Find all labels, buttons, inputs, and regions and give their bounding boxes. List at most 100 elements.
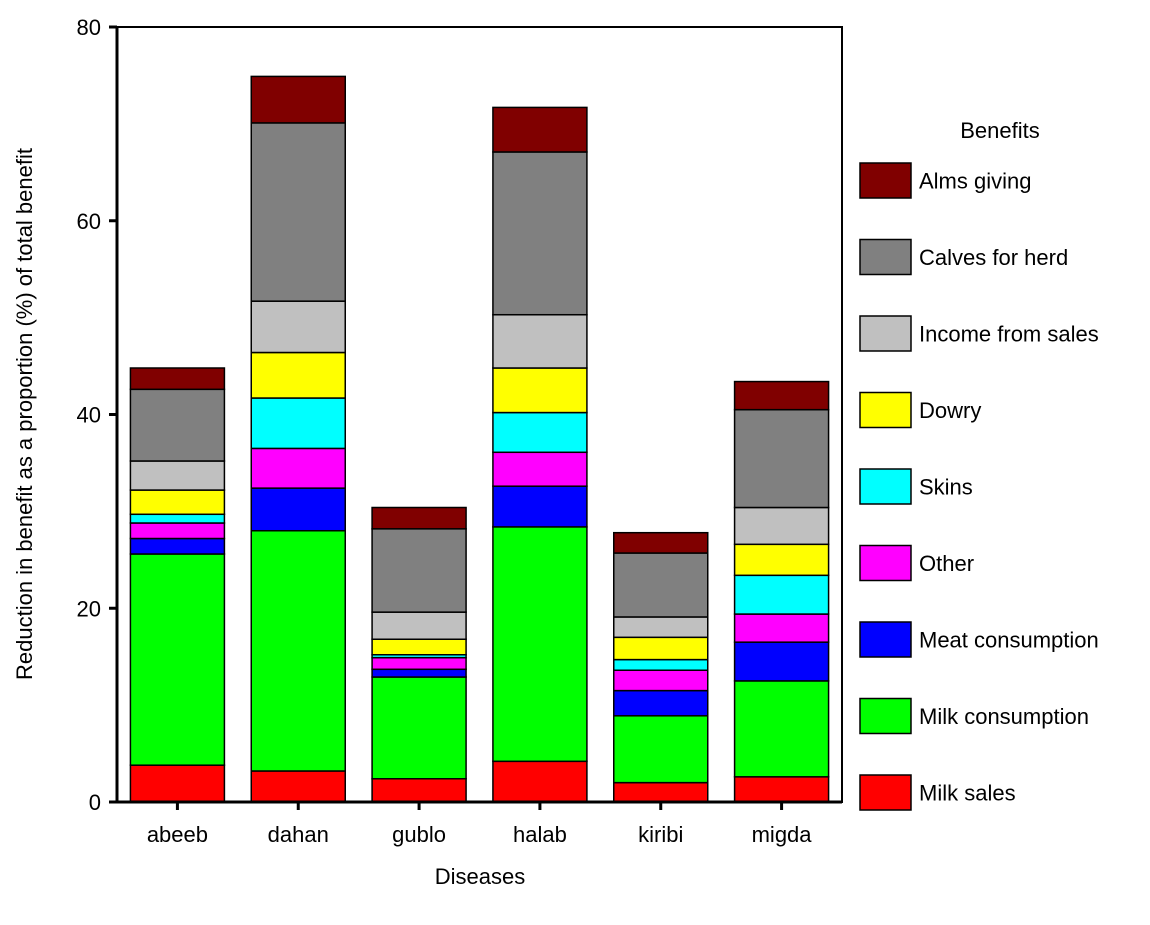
bar-abeeb-milk-consumption <box>129 553 226 766</box>
bar-abeeb-income-from-sales <box>129 460 226 491</box>
plot-frame <box>116 26 843 803</box>
bar-dahan-other <box>250 447 346 489</box>
bar-kiribi-income-from-sales <box>613 616 709 639</box>
bar-dahan-dowry <box>250 351 346 399</box>
bar-migda-alms-giving <box>733 380 830 411</box>
legend-label: Skins <box>919 475 973 500</box>
bar-abeeb-dowry <box>129 489 226 516</box>
bar-halab-calves-for-herd <box>492 151 588 316</box>
x-tick-label-halab: halab <box>513 822 567 847</box>
bar-migda-milk-sales <box>733 776 830 803</box>
bar-abeeb-skins <box>129 513 226 524</box>
bar-abeeb-calves-for-herd <box>129 388 226 462</box>
bar-dahan-milk-consumption <box>250 530 346 772</box>
legend-swatch <box>859 238 912 276</box>
bar-migda-meat-consumption <box>733 641 830 682</box>
bar-migda-calves-for-herd <box>733 408 830 509</box>
legend-label: Income from sales <box>919 322 1099 347</box>
bar-dahan-meat-consumption <box>250 487 346 532</box>
legend-label: Other <box>919 551 974 576</box>
legend-title: Benefits <box>960 118 1040 143</box>
y-tick-label: 20 <box>77 596 101 621</box>
bar-migda-skins <box>733 574 830 615</box>
y-tick-label: 60 <box>77 209 101 234</box>
legend-swatch <box>859 162 912 199</box>
bar-abeeb-milk-sales <box>129 764 226 803</box>
y-tick-label: 0 <box>89 790 101 815</box>
legend-label: Meat consumption <box>919 628 1099 653</box>
legend-swatch <box>859 697 912 735</box>
bar-kiribi-meat-consumption <box>613 689 709 717</box>
legend: Alms giving Calves for herd Income from sa… <box>859 162 1099 811</box>
legend-swatch <box>859 468 912 505</box>
bar-migda-other <box>733 613 830 643</box>
x-tick-label-kiribi: kiribi <box>638 822 683 847</box>
bar-halab-income-from-sales <box>492 313 588 369</box>
bar-halab-milk-consumption <box>492 526 588 763</box>
bar-abeeb-alms-giving <box>129 367 226 391</box>
legend-item-alms-giving: Alms giving <box>859 162 1031 199</box>
y-tick-label: 80 <box>77 15 101 40</box>
x-tick-label-gublo: gublo <box>392 822 446 847</box>
bar-migda-income-from-sales <box>733 506 830 546</box>
bar-migda-milk-consumption <box>733 680 830 778</box>
bar-kiribi-alms-giving <box>613 531 709 554</box>
legend-item-milk-consumption: Milk consumption <box>859 697 1089 735</box>
legend-item-dowry: Dowry <box>859 391 981 429</box>
bar-abeeb-other <box>129 522 226 540</box>
bar-halab-alms-giving <box>492 106 588 153</box>
bar-dahan-income-from-sales <box>250 300 346 354</box>
bar-halab-other <box>492 451 588 487</box>
bar-dahan-calves-for-herd <box>250 122 346 302</box>
bars-layer <box>129 75 830 803</box>
bar-gublo-meat-consumption <box>371 668 467 678</box>
y-tick-label: 40 <box>77 403 101 428</box>
legend-swatch <box>859 544 912 582</box>
y-axis: 0 20 40 60 80 <box>77 15 119 815</box>
legend-label: Alms giving <box>919 169 1031 194</box>
x-tick-label-migda: migda <box>752 822 813 847</box>
bar-gublo-other <box>371 656 467 671</box>
x-axis: abeeb dahan gublo halab kiribi migda <box>117 800 842 847</box>
bar-dahan-alms-giving <box>250 75 346 124</box>
legend-item-other: Other <box>859 544 974 582</box>
legend-swatch <box>859 774 912 811</box>
bar-kiribi-milk-consumption <box>613 715 709 784</box>
bar-halab-skins <box>492 411 588 454</box>
bar-halab-dowry <box>492 367 588 414</box>
y-axis-label: Reduction in benefit as a proportion (%)… <box>12 148 37 680</box>
bar-dahan-milk-sales <box>250 770 346 803</box>
bar-gublo-milk-consumption <box>371 676 467 780</box>
bar-abeeb-meat-consumption <box>129 537 226 555</box>
bar-kiribi-dowry <box>613 636 709 661</box>
legend-item-income-from-sales: Income from sales <box>859 315 1099 352</box>
legend-item-calves-for-herd: Calves for herd <box>859 238 1068 276</box>
bar-migda-dowry <box>733 543 830 577</box>
legend-label: Calves for herd <box>919 245 1068 270</box>
x-tick-label-dahan: dahan <box>268 822 329 847</box>
bar-gublo-alms-giving <box>371 506 467 530</box>
legend-item-meat-consumption: Meat consumption <box>859 621 1099 658</box>
bar-halab-meat-consumption <box>492 485 588 528</box>
legend-swatch <box>859 621 912 658</box>
bar-kiribi-milk-sales <box>613 781 709 803</box>
legend-label: Milk consumption <box>919 704 1089 729</box>
bar-kiribi-other <box>613 669 709 692</box>
bar-halab-milk-sales <box>492 760 588 803</box>
x-tick-label-abeeb: abeeb <box>147 822 208 847</box>
bar-gublo-income-from-sales <box>371 611 467 640</box>
legend-swatch <box>859 391 912 429</box>
legend-label: Milk sales <box>919 781 1016 806</box>
bar-dahan-skins <box>250 397 346 450</box>
legend-swatch <box>859 315 912 352</box>
legend-item-milk-sales: Milk sales <box>859 774 1016 811</box>
bar-gublo-milk-sales <box>371 778 467 803</box>
x-axis-label: Diseases <box>435 864 525 889</box>
bar-kiribi-calves-for-herd <box>613 552 709 618</box>
legend-item-skins: Skins <box>859 468 973 505</box>
legend-label: Dowry <box>919 398 981 423</box>
bar-kiribi-skins <box>613 658 709 671</box>
bar-gublo-calves-for-herd <box>371 528 467 613</box>
